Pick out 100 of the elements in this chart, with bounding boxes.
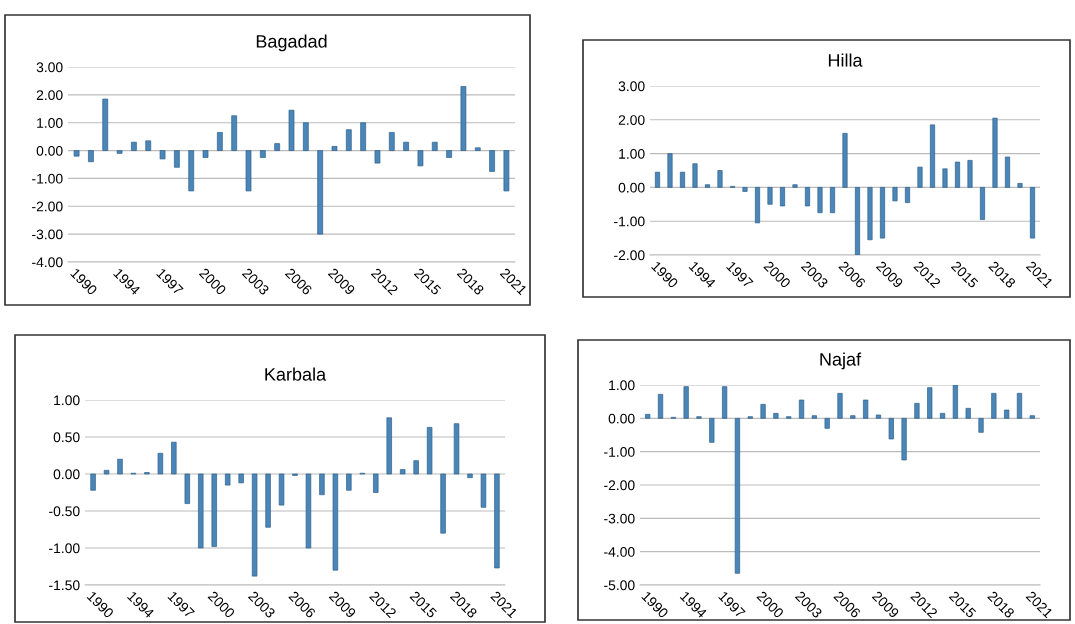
bar xyxy=(238,473,244,484)
bar xyxy=(460,86,467,151)
bar xyxy=(1004,409,1010,419)
bar xyxy=(317,150,324,235)
bar xyxy=(954,161,961,188)
bar xyxy=(760,403,766,419)
bar xyxy=(494,473,500,569)
bar xyxy=(426,427,433,475)
bar xyxy=(73,150,80,157)
bar xyxy=(992,117,998,188)
bar xyxy=(742,187,748,192)
bar xyxy=(278,473,285,506)
bar xyxy=(679,171,686,188)
bar xyxy=(145,140,152,151)
bar xyxy=(952,385,958,419)
bar xyxy=(388,132,395,151)
bar xyxy=(792,184,798,188)
y-tick-label: -5.00 xyxy=(604,580,635,591)
bar xyxy=(850,415,856,419)
y-tick-label: -2.00 xyxy=(614,250,645,261)
bar xyxy=(305,473,312,549)
bar xyxy=(413,460,419,475)
bar xyxy=(224,473,231,486)
bar xyxy=(927,387,933,419)
bar xyxy=(103,469,110,475)
bar xyxy=(692,163,698,188)
bar xyxy=(914,402,920,419)
bar xyxy=(829,187,836,214)
bar xyxy=(901,417,907,461)
bar xyxy=(211,473,217,547)
bar xyxy=(1017,182,1023,188)
bar xyxy=(804,187,811,207)
bar xyxy=(440,473,446,534)
bar xyxy=(117,458,123,475)
bar xyxy=(837,392,843,419)
y-tick-label: 0.00 xyxy=(53,469,80,480)
bar xyxy=(403,141,409,151)
bar xyxy=(892,187,898,202)
bar xyxy=(875,414,882,419)
bar xyxy=(489,150,495,172)
bar xyxy=(811,415,817,419)
bar xyxy=(503,150,510,192)
bar xyxy=(1004,156,1011,188)
bar xyxy=(259,150,266,158)
bar xyxy=(722,386,728,419)
y-tick-label: -1.00 xyxy=(32,173,63,184)
y-tick-label: -0.50 xyxy=(49,506,80,517)
y-tick-label: 1.00 xyxy=(609,380,635,391)
bar xyxy=(767,187,773,205)
bar xyxy=(798,399,805,419)
y-tick-label: -1.50 xyxy=(49,580,80,591)
bar xyxy=(991,392,997,419)
bar xyxy=(274,143,281,151)
bar xyxy=(939,412,946,419)
bar xyxy=(734,417,741,574)
bar xyxy=(867,187,873,241)
bar xyxy=(288,109,295,151)
bar xyxy=(217,132,223,151)
bar xyxy=(302,122,309,151)
bar xyxy=(979,187,986,220)
y-tick-label: 1.00 xyxy=(54,395,80,406)
bar xyxy=(917,166,923,188)
y-tick-label: -4.00 xyxy=(604,547,635,557)
bar xyxy=(1016,392,1023,419)
bar xyxy=(929,124,936,188)
bar xyxy=(704,184,711,188)
bar xyxy=(417,150,424,167)
bar xyxy=(245,150,252,192)
bar xyxy=(965,407,971,419)
bar xyxy=(978,417,984,433)
y-tick-label: 2.00 xyxy=(618,115,645,125)
y-tick-label: 0.50 xyxy=(53,432,80,443)
bar xyxy=(1029,415,1035,419)
y-tick-label: -3.00 xyxy=(32,229,63,240)
bar xyxy=(202,150,209,158)
bar xyxy=(90,473,96,491)
bar xyxy=(374,150,381,164)
bar xyxy=(667,153,673,188)
y-tick-label: 3.00 xyxy=(36,62,63,73)
bar xyxy=(88,150,94,163)
y-tick-label: 0.00 xyxy=(618,182,645,193)
bar xyxy=(188,150,195,192)
bar xyxy=(446,150,452,158)
bar xyxy=(709,417,715,443)
bar xyxy=(467,473,473,479)
bar xyxy=(251,473,258,577)
bar xyxy=(157,452,164,475)
bar xyxy=(645,413,651,419)
bar xyxy=(879,187,886,239)
bar xyxy=(854,187,861,255)
y-tick-label: 1.00 xyxy=(37,118,63,128)
bar xyxy=(399,469,406,475)
bar xyxy=(159,150,166,160)
bar xyxy=(265,473,271,528)
bar xyxy=(754,187,761,224)
bar xyxy=(480,473,487,508)
y-tick-label: -1.00 xyxy=(604,447,635,457)
y-tick-label: 1.00 xyxy=(619,148,645,159)
y-tick-label: -3.00 xyxy=(604,513,635,524)
y-tick-label: 0.00 xyxy=(36,145,63,156)
